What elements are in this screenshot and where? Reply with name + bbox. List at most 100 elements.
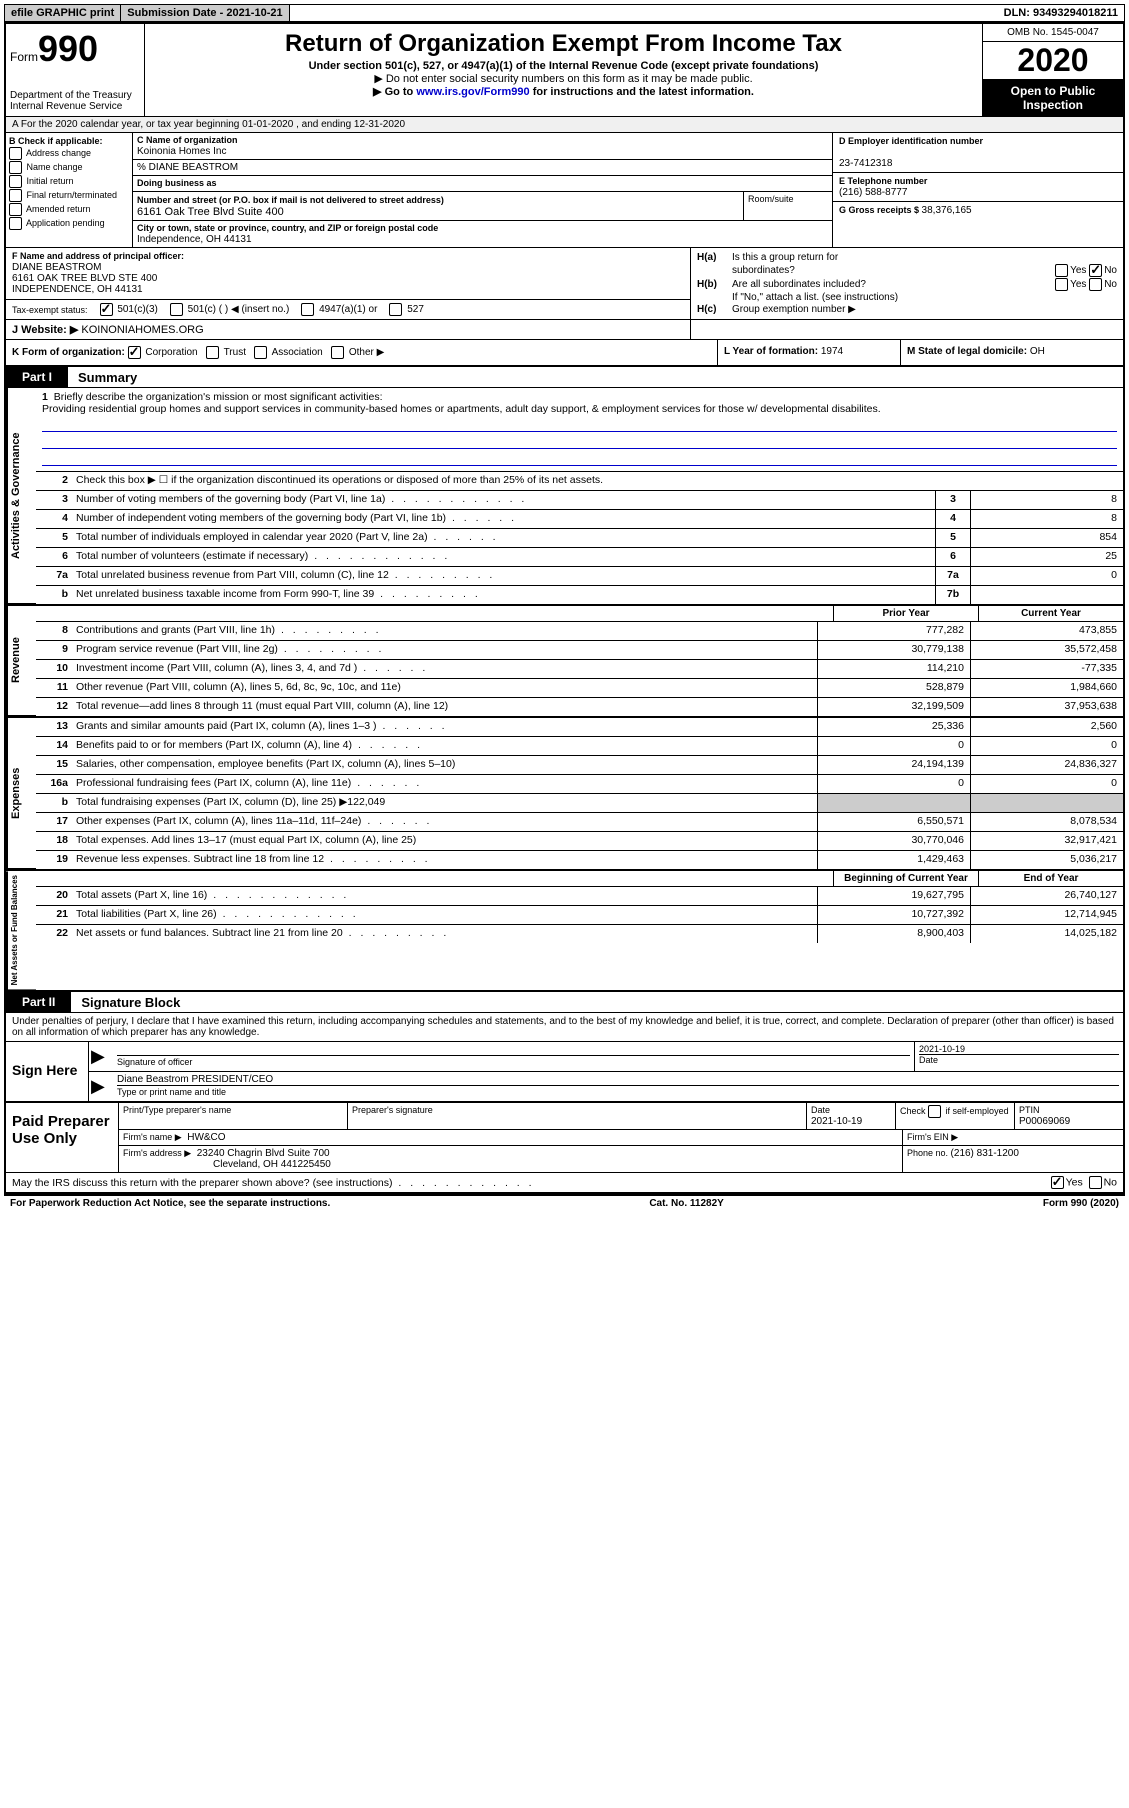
cb-self-employed[interactable] (928, 1105, 941, 1118)
inspection-label: Open to Public Inspection (983, 80, 1123, 116)
col-f-officer: F Name and address of principal officer:… (6, 248, 691, 319)
header-left: Form990 Department of the Treasury Inter… (6, 24, 145, 116)
addr-label: Number and street (or P.O. box if mail i… (137, 195, 444, 205)
prep-check-label: Check (900, 1106, 926, 1116)
top-bar: efile GRAPHIC print Submission Date - 20… (4, 4, 1125, 22)
cb-address-change[interactable]: Address change (9, 147, 129, 160)
cb-501c[interactable]: 501(c) ( ) ◀ (insert no.) (170, 303, 289, 316)
firm-ein-label: Firm's EIN ▶ (907, 1132, 958, 1142)
efile-label[interactable]: efile GRAPHIC print (5, 5, 121, 21)
website-label: J Website: ▶ (12, 324, 78, 336)
mission-label: Briefly describe the organization's miss… (54, 391, 383, 403)
cb-final-return[interactable]: Final return/terminated (9, 189, 129, 202)
part1-title: Summary (68, 370, 137, 385)
subtitle-2: ▶ Do not enter social security numbers o… (149, 72, 978, 85)
cb-assoc[interactable]: Association (254, 347, 322, 358)
ha-no[interactable]: No (1089, 264, 1117, 277)
line-6: 6 Total number of volunteers (estimate i… (36, 548, 1123, 567)
m-label: M State of legal domicile: (907, 346, 1030, 357)
line-15: 15 Salaries, other compensation, employe… (36, 756, 1123, 775)
subtitle-1: Under section 501(c), 527, or 4947(a)(1)… (149, 60, 978, 72)
signature-field[interactable]: Signature of officer (113, 1042, 914, 1071)
line-11: 11 Other revenue (Part VIII, column (A),… (36, 679, 1123, 698)
net-section: Net Assets or Fund Balances Beginning of… (6, 871, 1123, 990)
cb-other[interactable]: Other ▶ (331, 347, 384, 358)
cb-527[interactable]: 527 (389, 303, 423, 316)
sign-here-label: Sign Here (6, 1042, 89, 1101)
l-value: 1974 (821, 346, 843, 357)
firm-phone-value: (216) 831-1200 (951, 1148, 1019, 1159)
part1-tab: Part I (6, 367, 68, 387)
mission-text: Providing residential group homes and su… (42, 403, 881, 415)
vert-exp: Expenses (6, 718, 36, 869)
dln: DLN: 93493294018211 (998, 5, 1124, 21)
discuss-no[interactable]: No (1089, 1176, 1117, 1189)
submission-date-value: 2021-10-21 (226, 7, 282, 19)
website-row: J Website: ▶ KOINONIAHOMES.ORG (6, 320, 1123, 340)
summary-body: Activities & Governance 1 Briefly descri… (6, 388, 1123, 992)
l-label: L Year of formation: (724, 346, 821, 357)
dept-label: Department of the Treasury Internal Reve… (10, 90, 132, 112)
line-22: 22 Net assets or fund balances. Subtract… (36, 925, 1123, 943)
ha-text2: subordinates? (732, 265, 1055, 276)
cb-corp[interactable]: Corporation (128, 347, 198, 358)
firm-name-label: Firm's name ▶ (123, 1132, 182, 1142)
discuss-yes[interactable]: Yes (1051, 1176, 1083, 1189)
col-l: L Year of formation: 1974 (718, 340, 901, 365)
gross-label: G Gross receipts $ (839, 205, 922, 215)
cb-4947[interactable]: 4947(a)(1) or (301, 303, 377, 316)
col-c-orginfo: C Name of organization Koinonia Homes In… (133, 133, 833, 247)
cb-initial-return[interactable]: Initial return (9, 175, 129, 188)
col-k: K Form of organization: Corporation Trus… (6, 340, 718, 365)
form-title: Return of Organization Exempt From Incom… (149, 30, 978, 58)
officer-addr1: 6161 OAK TREE BLVD STE 400 (12, 273, 157, 284)
sign-date-field: 2021-10-19 Date (914, 1042, 1123, 1071)
irs-link[interactable]: www.irs.gov/Form990 (416, 86, 529, 98)
line-10: 10 Investment income (Part VIII, column … (36, 660, 1123, 679)
line-17: 17 Other expenses (Part IX, column (A), … (36, 813, 1123, 832)
tax-status-label: Tax-exempt status: (12, 305, 88, 315)
firm-phone-label: Phone no. (907, 1148, 951, 1158)
vert-gov: Activities & Governance (6, 388, 36, 604)
tel-label: E Telephone number (839, 176, 927, 186)
begin-year-hdr: Beginning of Current Year (833, 871, 978, 886)
part2-header: Part II Signature Block (6, 992, 1123, 1013)
prep-date-label: Date (811, 1105, 830, 1115)
discuss-text: May the IRS discuss this return with the… (12, 1177, 1051, 1189)
end-year-hdr: End of Year (978, 871, 1123, 886)
cb-app-pending[interactable]: Application pending (9, 217, 129, 230)
room-suite-label: Room/suite (744, 192, 832, 220)
tel-value: (216) 588-8777 (839, 187, 907, 198)
cb-trust[interactable]: Trust (206, 347, 246, 358)
gov-section: Activities & Governance 1 Briefly descri… (6, 388, 1123, 606)
blank-line (42, 434, 1117, 449)
hb-no[interactable]: No (1089, 278, 1117, 291)
prior-year-hdr: Prior Year (833, 606, 978, 621)
col-b-checkboxes: B Check if applicable: Address change Na… (6, 133, 133, 247)
submission-date-btn[interactable]: Submission Date - 2021-10-21 (121, 5, 289, 21)
hc-text: Group exemption number ▶ (732, 304, 1117, 315)
form-header: Form990 Department of the Treasury Inter… (6, 24, 1123, 117)
line-5: 5 Total number of individuals employed i… (36, 529, 1123, 548)
rev-section: Revenue Prior Year Current Year 8 Contri… (6, 606, 1123, 718)
prep-name-label: Print/Type preparer's name (123, 1105, 231, 1115)
col-b-header: B Check if applicable: (9, 136, 129, 146)
dba-label: Doing business as (137, 178, 217, 188)
ha-text: Is this a group return for (732, 252, 1117, 263)
line-16a: 16a Professional fundraising fees (Part … (36, 775, 1123, 794)
hb-yes[interactable]: Yes (1055, 278, 1086, 291)
line-3: 3 Number of voting members of the govern… (36, 491, 1123, 510)
gross-value: 38,376,165 (922, 205, 972, 216)
name-title-field: Diane Beastrom PRESIDENT/CEO Type or pri… (113, 1072, 1123, 1101)
part2-title: Signature Block (71, 995, 180, 1010)
cb-amended[interactable]: Amended return (9, 203, 129, 216)
hb-label: H(b) (697, 279, 732, 290)
col-h-group: H(a) Is this a group return for subordin… (691, 248, 1123, 319)
ha-yes[interactable]: Yes (1055, 264, 1086, 277)
cb-501c3[interactable]: 501(c)(3) (100, 303, 158, 316)
firm-addr2: Cleveland, OH 441225450 (213, 1159, 331, 1170)
hb-text: Are all subordinates included? (732, 279, 1055, 290)
arrow-icon: ▶ (89, 1042, 113, 1071)
officer-addr2: INDEPENDENCE, OH 44131 (12, 284, 143, 295)
cb-name-change[interactable]: Name change (9, 161, 129, 174)
